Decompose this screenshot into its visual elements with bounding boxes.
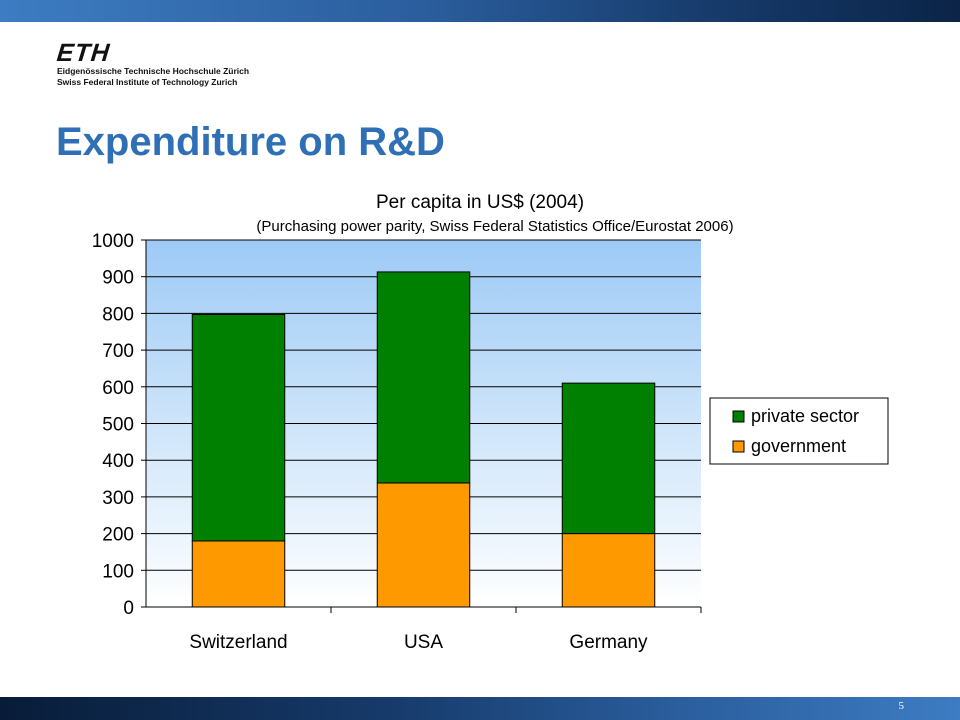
y-tick-label: 600 (102, 378, 134, 399)
x-category-label: Switzerland (189, 632, 287, 653)
y-tick-label: 500 (102, 415, 134, 436)
y-tick-label: 400 (102, 451, 134, 472)
page-number: 5 (898, 700, 905, 712)
chart-title: Per capita in US$ (2004) (376, 192, 584, 213)
bar-government-germany (561, 533, 656, 608)
top-header-bar (0, 0, 960, 22)
x-category-label: USA (404, 632, 443, 653)
legend-label-government: government (751, 436, 846, 456)
y-tick-label: 0 (123, 598, 134, 619)
logo-line-english: Swiss Federal Institute of Technology Zu… (57, 77, 238, 87)
x-category-label: Germany (569, 632, 648, 653)
legend-label-private-sector: private sector (751, 406, 859, 426)
chart-subtitle: (Purchasing power parity, Swiss Federal … (256, 218, 733, 235)
bar-private-sector-usa (376, 271, 471, 484)
y-tick-label: 100 (102, 561, 134, 582)
y-tick-label: 1000 (92, 231, 134, 252)
bar-private-sector-germany (561, 382, 656, 535)
eth-logo: ETH Eidgenössische Technische Hochschule… (56, 39, 250, 88)
bar-private-sector-switzerland (191, 314, 286, 542)
y-tick-label: 900 (102, 268, 134, 289)
y-tick-label: 200 (102, 525, 134, 546)
slide-title: Expenditure on R&D (56, 120, 445, 164)
y-tick-label: 300 (102, 488, 134, 509)
y-tick-label: 700 (102, 341, 134, 362)
legend-swatch-government (732, 440, 745, 453)
bar-government-switzerland (191, 540, 286, 608)
legend-box (709, 397, 889, 465)
logo-line-german: Eidgenössische Technische Hochschule Zür… (57, 66, 250, 76)
legend-swatch-private-sector (732, 410, 745, 423)
bar-government-usa (376, 482, 471, 608)
bottom-footer-bar: 5 (0, 697, 960, 720)
y-tick-label: 800 (102, 304, 134, 325)
